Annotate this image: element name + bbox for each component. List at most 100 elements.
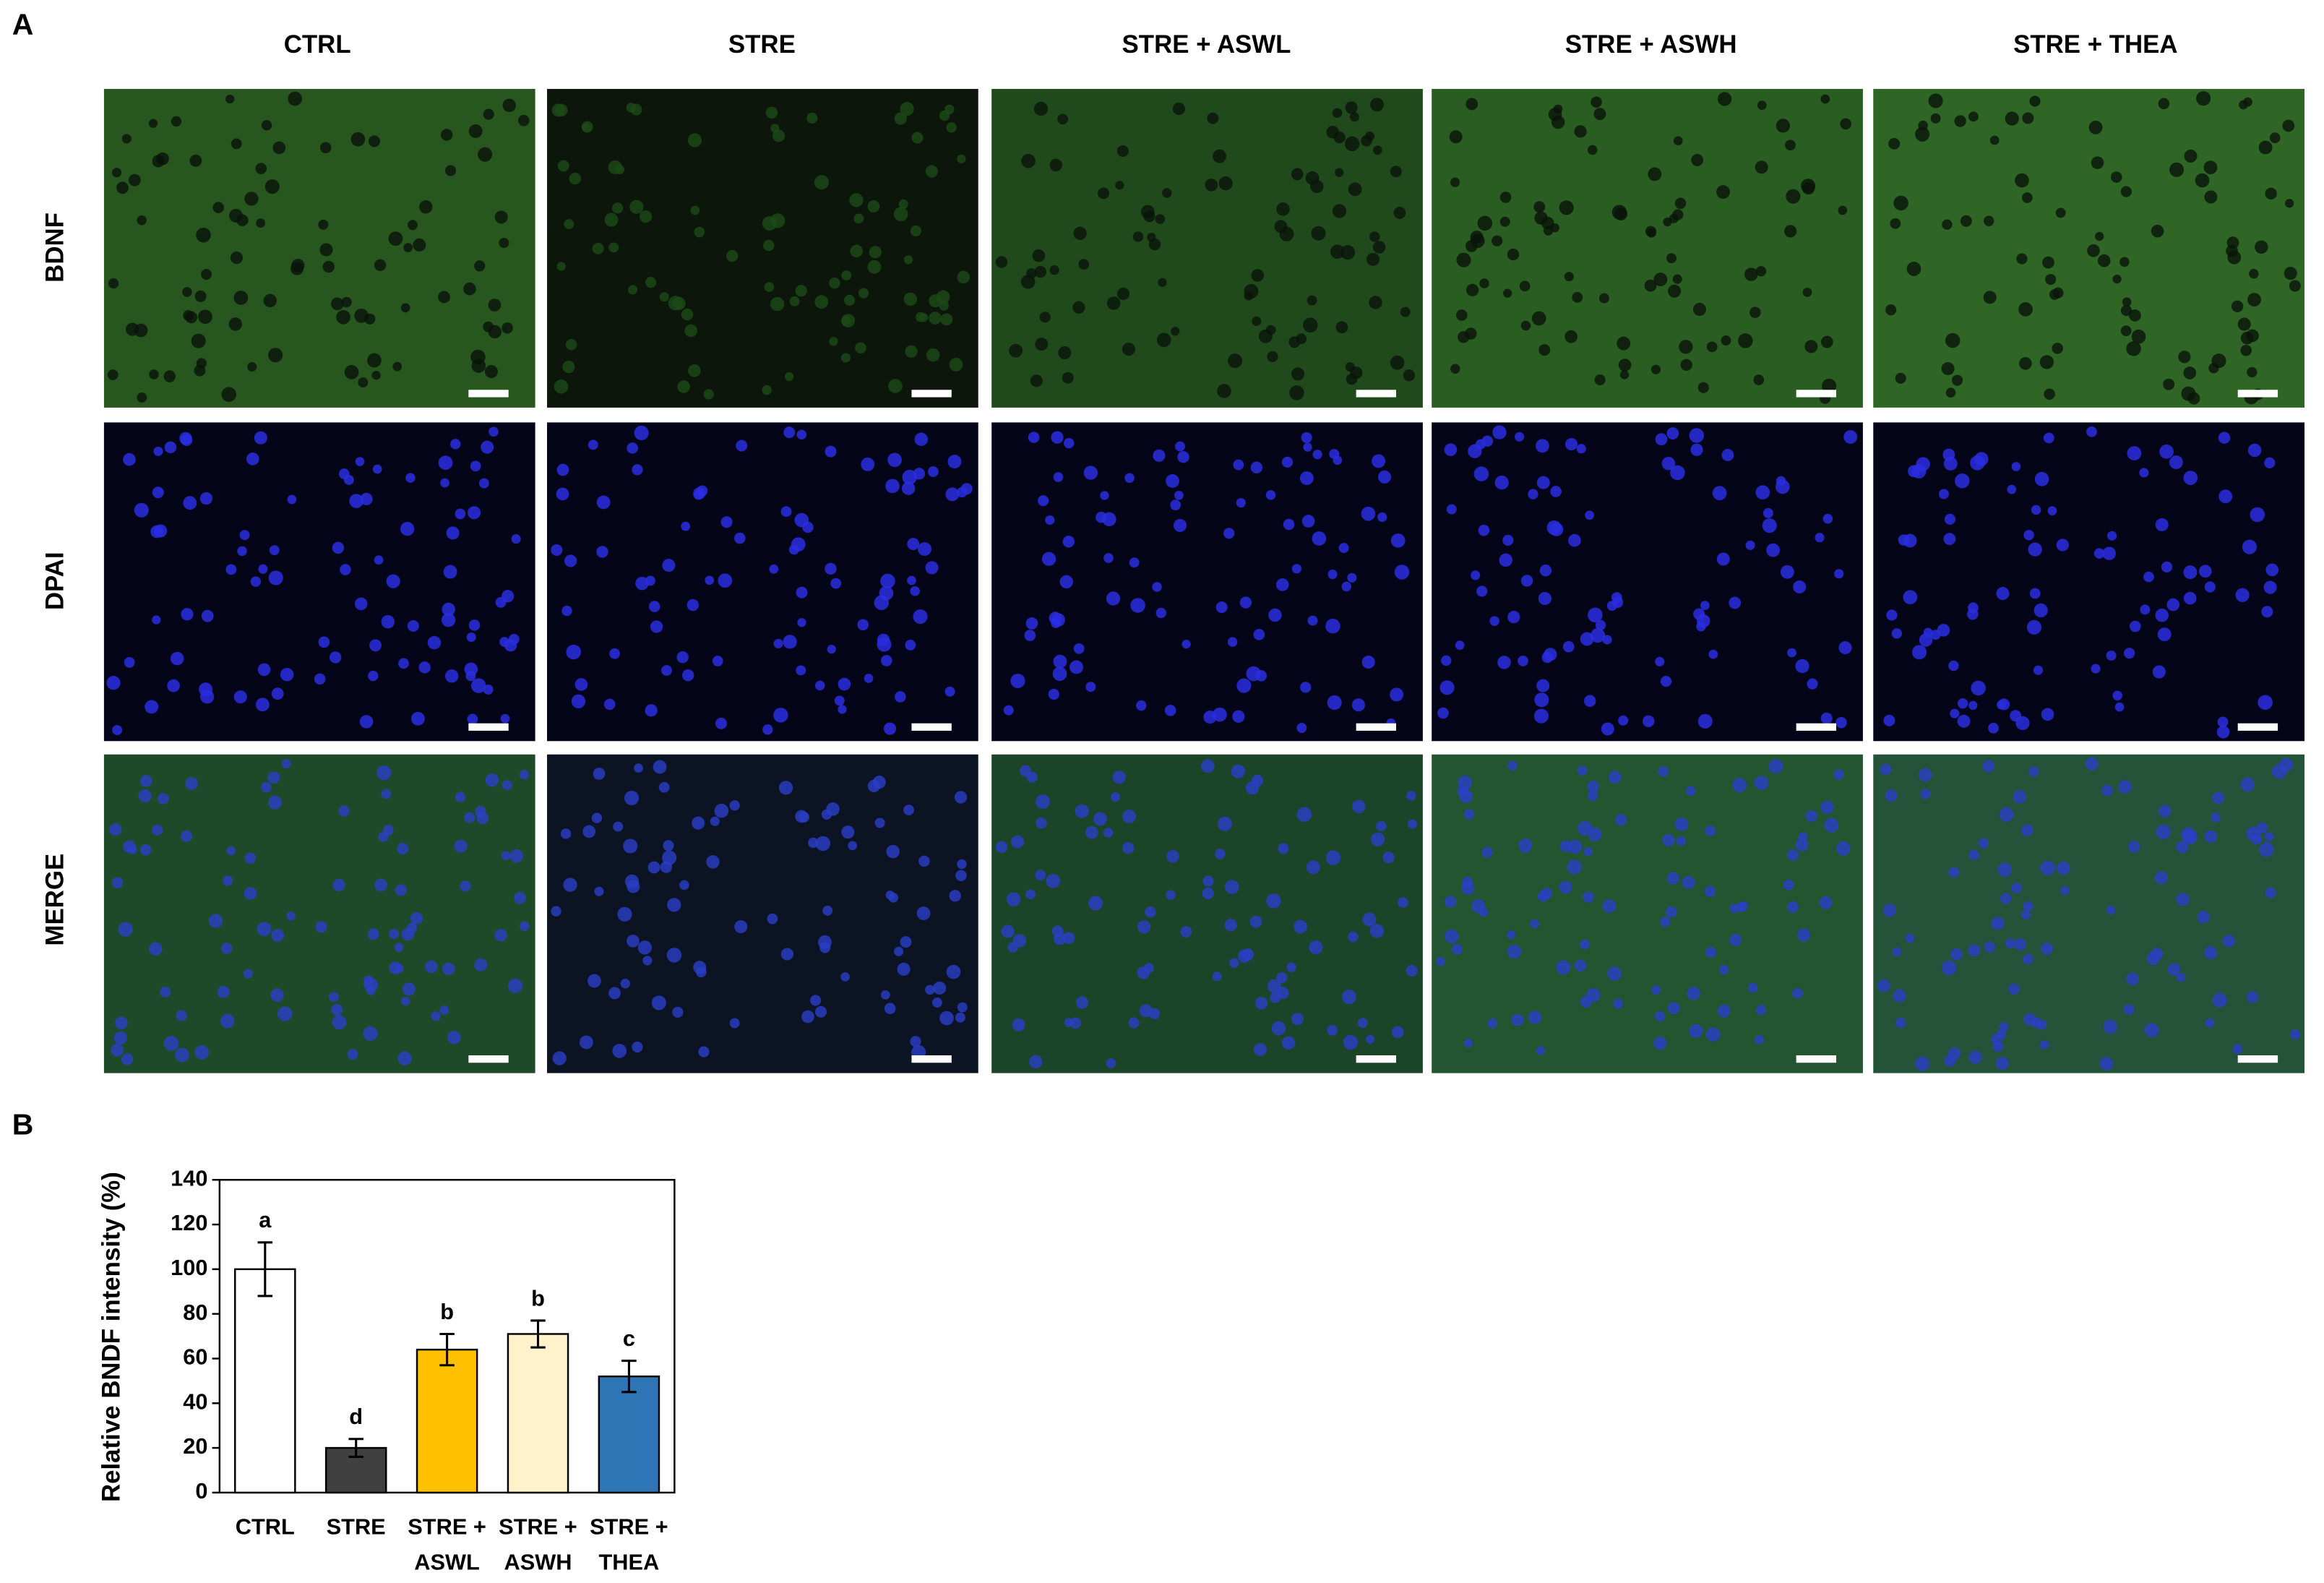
cell (1059, 575, 1073, 589)
cell (280, 667, 294, 682)
cell (2204, 581, 2216, 593)
cell (1745, 540, 1755, 550)
cell (880, 573, 895, 589)
cell (1580, 632, 1594, 646)
cell (1325, 850, 1341, 865)
cell (258, 564, 268, 574)
cell (1026, 268, 1037, 279)
cell (1783, 879, 1794, 891)
cell (687, 133, 702, 147)
cell (1049, 158, 1062, 172)
cell (1372, 454, 1386, 468)
x-tick-label: STRE + THEA (590, 1514, 668, 1576)
cell (1327, 695, 1342, 711)
cell (1180, 925, 1192, 938)
cell (1997, 862, 2012, 878)
cell (588, 439, 598, 450)
cell (1835, 716, 1847, 729)
cell (2039, 355, 2054, 369)
cell (1968, 700, 1978, 711)
cell (551, 544, 563, 556)
significance-letter: b (440, 1299, 454, 1324)
cell (1587, 780, 1599, 793)
cell (957, 859, 967, 870)
cell (1327, 1024, 1338, 1036)
cell (2196, 91, 2211, 106)
cell (2246, 826, 2260, 841)
cell (2034, 471, 2049, 486)
cell (230, 251, 244, 265)
cell (1046, 874, 1061, 888)
cell (1755, 1005, 1767, 1016)
micrograph (1873, 422, 2304, 742)
cell (881, 655, 892, 666)
cell (2095, 231, 2104, 241)
cell (1780, 565, 1794, 579)
cell (918, 855, 930, 867)
cell (1111, 792, 1121, 802)
significance-letter: b (531, 1285, 545, 1310)
cell (1365, 1034, 1375, 1044)
cell (2101, 784, 2113, 797)
cell (2282, 119, 2295, 132)
cell (1217, 816, 1232, 831)
cell (1608, 771, 1622, 784)
cell (1449, 130, 1463, 144)
cell (2120, 305, 2133, 317)
cell (1999, 807, 2014, 822)
cell (1888, 137, 1901, 150)
cell (1662, 833, 1675, 846)
cell (1822, 513, 1833, 524)
cell (1697, 382, 1709, 393)
cell (1824, 818, 1839, 833)
cell (663, 840, 674, 851)
cell (1611, 596, 1624, 608)
cell (894, 112, 907, 125)
cell (853, 213, 864, 224)
cell (2088, 120, 2103, 134)
cell (1895, 372, 1906, 384)
cell (1968, 944, 1981, 957)
cell (1732, 777, 1747, 793)
cell (455, 508, 466, 520)
cell (454, 839, 468, 853)
cell (1666, 427, 1679, 439)
cell (277, 1006, 293, 1021)
cell (395, 884, 407, 896)
cell (1253, 1042, 1267, 1057)
cell (509, 849, 524, 863)
cell (2247, 366, 2258, 378)
y-tick-label: 140 (171, 1165, 207, 1191)
cell (2028, 766, 2039, 777)
cell (913, 609, 928, 625)
cell (268, 348, 283, 363)
cell (2131, 329, 2146, 344)
cell (2169, 162, 2185, 177)
cell (1945, 387, 1956, 398)
cell (1307, 615, 1318, 626)
scale-bar (468, 1055, 509, 1063)
cell (651, 995, 666, 1011)
cell (556, 463, 569, 476)
cell (2154, 871, 2168, 885)
cell (332, 1015, 347, 1030)
cell (946, 122, 957, 133)
cell (1943, 533, 1956, 545)
cell (1281, 1036, 1296, 1050)
cell (1954, 115, 1966, 127)
cell (1306, 860, 1320, 875)
cell (318, 219, 329, 230)
x-tick-label: STRE + ASWH (499, 1514, 577, 1576)
cell (867, 200, 880, 213)
cell (2256, 822, 2268, 833)
cell (1338, 543, 1349, 554)
y-axis-label: Relative BNDF intensity (%) (97, 1172, 125, 1502)
cell (1122, 841, 1135, 854)
cell (1753, 374, 1765, 385)
cell (1103, 828, 1114, 838)
cell (1559, 200, 1574, 215)
cell (460, 880, 471, 892)
y-tick-label: 20 (183, 1433, 207, 1459)
cell (369, 639, 382, 652)
cell (1838, 205, 1848, 215)
